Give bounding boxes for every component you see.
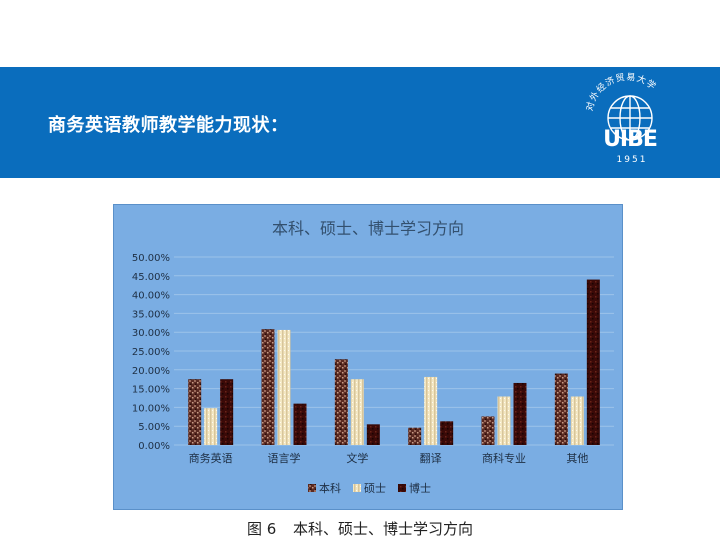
bar-2-1	[293, 403, 307, 445]
y-tick-label: 40.00%	[132, 291, 170, 302]
bar-1-3	[424, 376, 438, 445]
bar-2-4	[513, 382, 527, 445]
legend-label: 博士	[409, 482, 431, 495]
chart-frame: 本科、硕士、博士学习方向 0.00% 5.00% 10.00% 15.00% 20.00…	[113, 204, 623, 510]
bar-2-5	[586, 279, 600, 445]
bar-1-1	[277, 329, 291, 445]
university-globe-logo: 对外经济贸易大学 UIBE 1951	[583, 72, 658, 165]
legend-swatch	[308, 484, 316, 492]
x-tick-label: 语言学	[268, 451, 301, 465]
logo-year: 1951	[617, 155, 648, 165]
bars	[188, 279, 600, 445]
slide-title: 商务英语教师教学能力现状：	[48, 115, 289, 136]
y-tick-label: 20.00%	[132, 366, 170, 377]
bar-0-2	[334, 359, 348, 445]
x-tick-label: 其他	[566, 452, 588, 465]
legend-label: 本科	[319, 481, 341, 495]
bar-2-3	[440, 421, 454, 445]
bar-1-0	[204, 408, 218, 445]
y-tick-label: 25.00%	[132, 347, 170, 358]
x-tick-label: 商务英语	[189, 451, 233, 465]
figure-caption: 图 6 本科、硕士、博士学习方向	[0, 518, 720, 539]
bar-0-1	[261, 329, 275, 445]
bar-1-4	[497, 396, 511, 445]
y-tick-label: 50.00%	[132, 253, 170, 264]
x-axis-ticks: 商务英语 语言学 文学 翻译 商科专业 其他	[189, 451, 589, 465]
figure-caption-text: 本科、硕士、博士学习方向	[293, 520, 474, 538]
logo-text: UIBE	[603, 127, 657, 152]
bar-2-2	[366, 424, 380, 445]
y-tick-label: 35.00%	[132, 309, 170, 320]
bar-0-5	[554, 373, 568, 445]
bar-1-2	[350, 379, 364, 445]
bar-chart: 本科、硕士、博士学习方向 0.00% 5.00% 10.00% 15.00% 20.00…	[132, 219, 614, 495]
legend-swatch	[353, 484, 361, 492]
chart-title: 本科、硕士、博士学习方向	[272, 219, 464, 238]
figure-number: 图 6	[246, 520, 277, 538]
y-tick-label: 15.00%	[132, 385, 170, 396]
y-tick-label: 45.00%	[132, 272, 170, 283]
bar-0-0	[188, 379, 202, 445]
y-tick-label: 10.00%	[132, 403, 170, 414]
y-axis-ticks: 0.00% 5.00% 10.00% 15.00% 20.00% 25.00% 30.00%…	[132, 253, 170, 452]
x-tick-label: 商科专业	[482, 451, 526, 465]
legend-label: 硕士	[364, 482, 386, 495]
legend-swatch	[398, 484, 406, 492]
bar-0-3	[408, 427, 422, 445]
y-tick-label: 0.00%	[138, 441, 170, 452]
y-tick-label: 30.00%	[132, 328, 170, 339]
x-tick-label: 文学	[346, 451, 368, 465]
bar-2-0	[220, 379, 234, 445]
y-tick-label: 5.00%	[138, 422, 170, 433]
grid-lines	[174, 256, 614, 446]
legend: 本科 硕士 博士	[308, 481, 431, 495]
bar-0-4	[481, 416, 495, 445]
x-tick-label: 翻译	[420, 451, 442, 465]
bar-1-5	[570, 396, 584, 445]
title-band: 商务英语教师教学能力现状： 对外经济贸易大学 UIBE 1951	[0, 67, 720, 178]
